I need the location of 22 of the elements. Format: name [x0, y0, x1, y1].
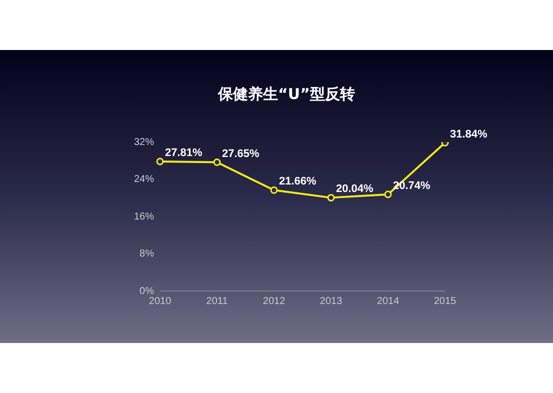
- point: [384, 190, 392, 198]
- data-label: 31.84%: [450, 128, 488, 140]
- x-tick-label: 2014: [376, 296, 400, 307]
- y-tick-label: 16%: [134, 211, 154, 222]
- data-label: 27.65%: [222, 148, 260, 160]
- x-tick-label: 2013: [320, 296, 343, 307]
- y-tick-label: 24%: [134, 174, 154, 185]
- x-tick-label: 2010: [148, 296, 172, 307]
- data-label: 21.66%: [279, 176, 317, 188]
- point: [327, 194, 335, 202]
- x-tick-label: 2011: [206, 296, 228, 307]
- x-tick-label: 2012: [262, 296, 286, 307]
- data-label: 20.04%: [336, 183, 374, 196]
- point: [213, 158, 221, 166]
- point: [156, 158, 164, 166]
- point: [270, 186, 278, 194]
- x-tick-label: 2015: [434, 296, 457, 307]
- chart-title: 保健养生“U”型反转: [217, 84, 355, 103]
- y-tick-label: 0%: [140, 286, 154, 297]
- y-tick-label: 8%: [140, 248, 154, 260]
- data-label: 27.81%: [165, 147, 203, 160]
- y-tick-label: 32%: [134, 136, 154, 148]
